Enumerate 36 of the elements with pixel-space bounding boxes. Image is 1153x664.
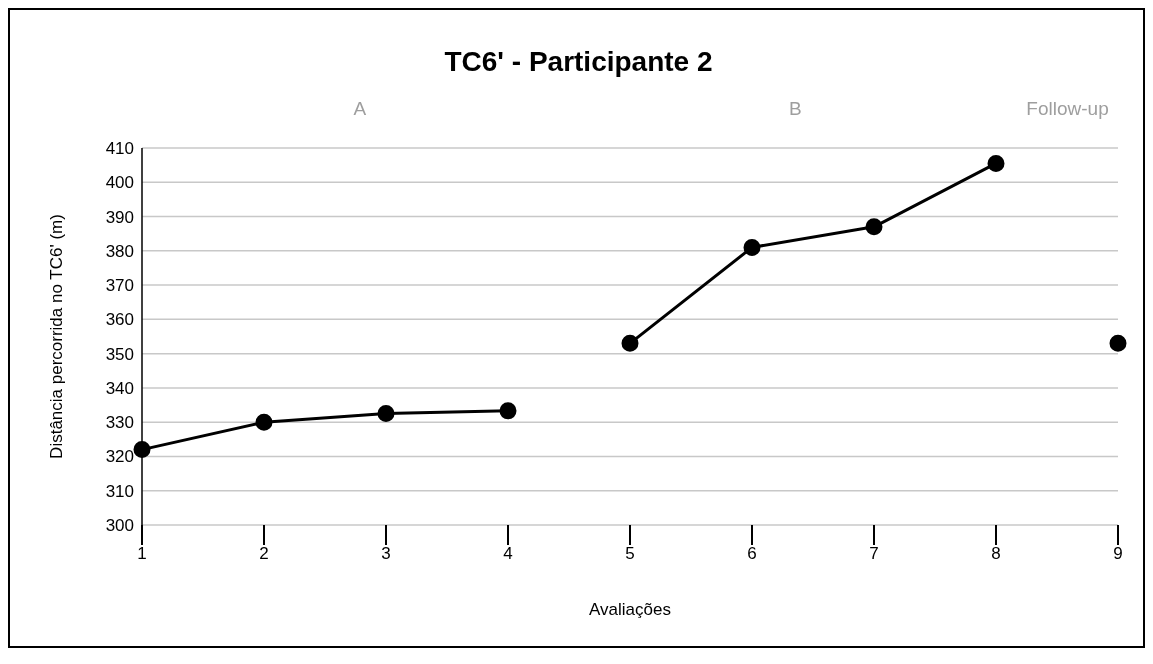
point: [133, 441, 151, 459]
point: [499, 402, 517, 420]
x-tick-label: 3: [381, 544, 391, 564]
x-tick-label: 5: [625, 544, 635, 564]
y-tick-label: 370: [105, 276, 134, 296]
y-tick-label: 310: [105, 481, 134, 501]
point: [987, 154, 1005, 172]
y-axis-title: Distância percorrida no TC6' (m): [47, 214, 67, 459]
x-tick-label: 6: [747, 544, 757, 564]
text: B: [788, 98, 803, 120]
point: [377, 405, 395, 423]
y-tick-label: 400: [105, 173, 134, 193]
text: A: [352, 98, 368, 120]
x-tick-label: 1: [137, 544, 147, 564]
point: [865, 218, 883, 236]
y-tick-label: 340: [105, 378, 134, 398]
x-tick-label: 2: [259, 544, 269, 564]
y-tick-label: 320: [105, 447, 134, 467]
x-tick-label: 9: [1113, 544, 1123, 564]
x-tick-label: 4: [503, 544, 513, 564]
point: [255, 413, 273, 431]
point: [1109, 334, 1127, 352]
x-tick-label: 7: [869, 544, 879, 564]
y-tick-label: 350: [105, 344, 134, 364]
x-axis-title: Avaliações: [589, 600, 671, 619]
y-tick-label: 380: [105, 241, 134, 261]
y-tick-label: 410: [105, 139, 134, 159]
text: Follow-up: [1025, 98, 1110, 120]
y-tick-label: 390: [105, 207, 134, 227]
point: [621, 334, 639, 352]
y-tick-label: 300: [105, 516, 134, 536]
y-tick-label: 360: [105, 310, 134, 330]
x-tick-label: 8: [991, 544, 1001, 564]
point: [743, 238, 761, 256]
chart-title: TC6' - Participante 2: [443, 46, 714, 78]
y-tick-label: 330: [105, 413, 134, 433]
